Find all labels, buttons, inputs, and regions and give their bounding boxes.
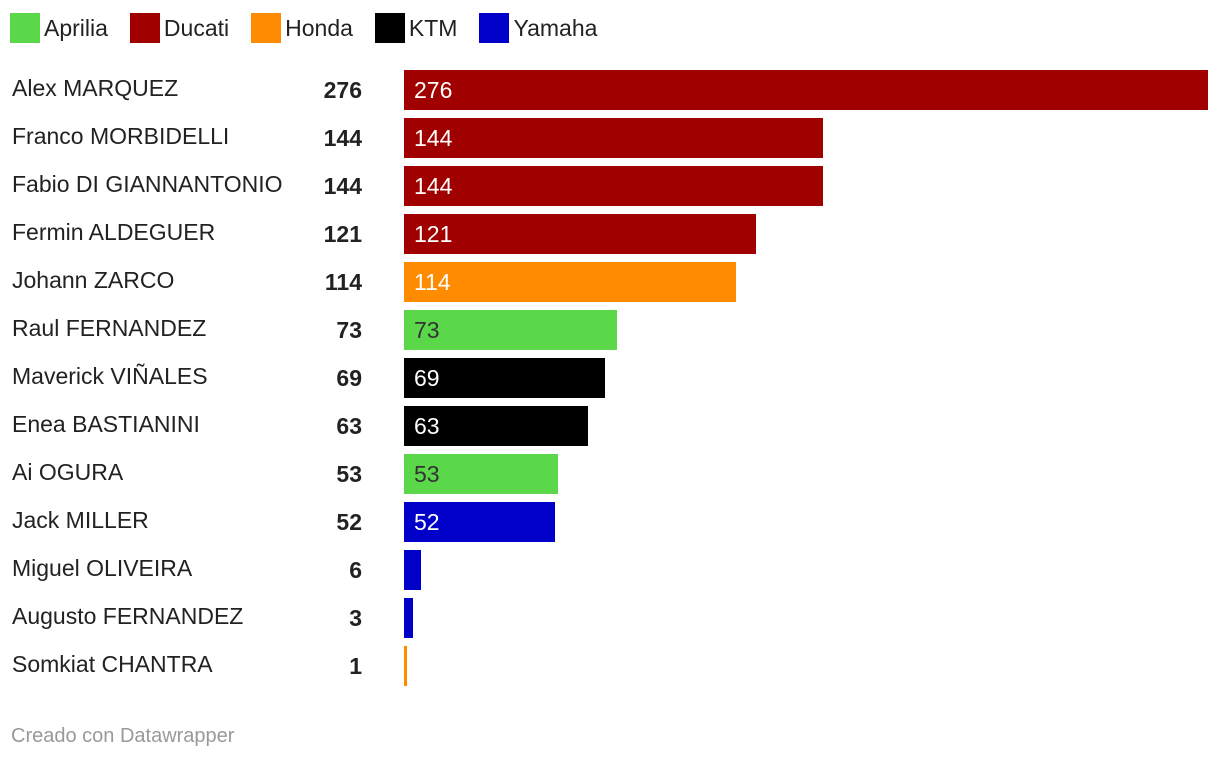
bar-chart: Alex MARQUEZ 276 276 Franco MORBIDELLI 144 14… [12,70,1208,686]
bar-aprilia [404,310,617,350]
bar-ducati [404,70,1208,110]
legend-swatch [479,13,510,43]
legend-item-honda: Honda [251,13,353,43]
rider-points: 6 [349,557,362,583]
rider-name: Alex MARQUEZ [12,75,179,101]
rider-name: Ai OGURA [12,459,124,485]
rider-name: Somkiat CHANTRA [12,651,213,677]
bar-data-label: 69 [414,365,440,391]
rider-name: Franco MORBIDELLI [12,123,230,149]
rider-points: 144 [323,125,362,151]
legend-label: Aprilia [44,15,108,41]
rider-name: Augusto FERNANDEZ [12,603,244,629]
bar-data-label: 144 [414,125,453,151]
legend-item-yamaha: Yamaha [479,13,597,43]
rider-points: 144 [323,173,362,199]
bar-data-label: 52 [414,509,440,535]
bar-data-label: 63 [414,413,440,439]
rider-name: Enea BASTIANINI [12,411,200,437]
rider-points: 121 [323,221,362,247]
bar-ducati [404,214,756,254]
rider-points: 3 [349,605,362,631]
legend-label: Honda [285,15,353,41]
bar-ducati [404,166,823,206]
bar-data-label: 53 [414,461,440,487]
legend-item-ktm: KTM [374,13,458,43]
legend-label: Ducati [163,15,230,41]
rider-name: Miguel OLIVEIRA [12,555,193,581]
legend-swatch [374,13,405,43]
rider-points: 114 [324,269,362,295]
bar-honda [404,646,407,686]
rider-name: Jack MILLER [12,507,149,533]
bar-ducati [404,118,823,158]
rider-points: 52 [336,509,362,535]
bar-honda [404,262,736,302]
rider-name: Raul FERNANDEZ [12,315,207,341]
rider-name: Fabio DI GIANNANTONIO [12,171,283,197]
legend-swatch [129,13,160,43]
bar-ktm [404,358,605,398]
bar-yamaha [404,550,421,590]
rider-points: 63 [336,413,362,439]
bar-data-label: 73 [414,317,440,343]
footer-credit: Creado con Datawrapper [11,725,235,747]
legend-label: KTM [408,15,458,41]
rider-name: Maverick VIÑALES [12,363,208,389]
bar-data-label: 276 [414,77,453,103]
rider-points: 69 [336,365,362,391]
legend-swatch [10,13,40,43]
rider-points: 73 [336,317,362,343]
bar-yamaha [404,598,413,638]
bar-data-label: 144 [414,173,453,199]
rider-points: 53 [336,461,362,487]
bar-ktm [404,406,588,446]
legend-item-aprilia: Aprilia [10,13,108,43]
bar-aprilia [404,454,558,494]
rider-name: Johann ZARCO [12,267,175,293]
bar-data-label: 114 [414,269,451,295]
legend-label: Yamaha [513,15,598,41]
bar-data-label: 121 [414,221,453,247]
legend-swatch [251,13,282,43]
rider-name: Fermin ALDEGUER [12,219,216,245]
bar-yamaha [404,502,555,542]
chart-legend: Aprilia Ducati Honda KTM Yamaha [10,13,619,43]
legend-item-ducati: Ducati [129,13,230,43]
rider-points: 276 [323,77,362,103]
rider-points: 1 [349,653,362,679]
